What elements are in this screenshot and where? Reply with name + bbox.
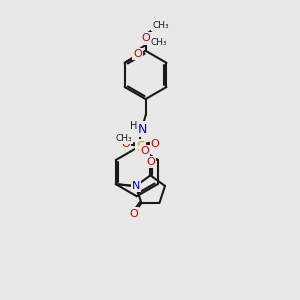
Text: S: S: [136, 140, 145, 154]
Text: O: O: [121, 139, 130, 148]
Text: H: H: [130, 122, 137, 131]
Text: N: N: [138, 123, 147, 136]
Text: O: O: [129, 208, 138, 218]
Text: O: O: [141, 33, 150, 43]
Text: CH₃: CH₃: [151, 38, 167, 47]
Text: O: O: [151, 139, 159, 148]
Text: CH₃: CH₃: [115, 134, 132, 143]
Text: N: N: [132, 181, 140, 191]
Text: O: O: [133, 49, 142, 59]
Text: O: O: [146, 158, 155, 167]
Text: O: O: [140, 146, 149, 156]
Text: N: N: [132, 181, 140, 191]
Text: CH₃: CH₃: [153, 21, 169, 30]
